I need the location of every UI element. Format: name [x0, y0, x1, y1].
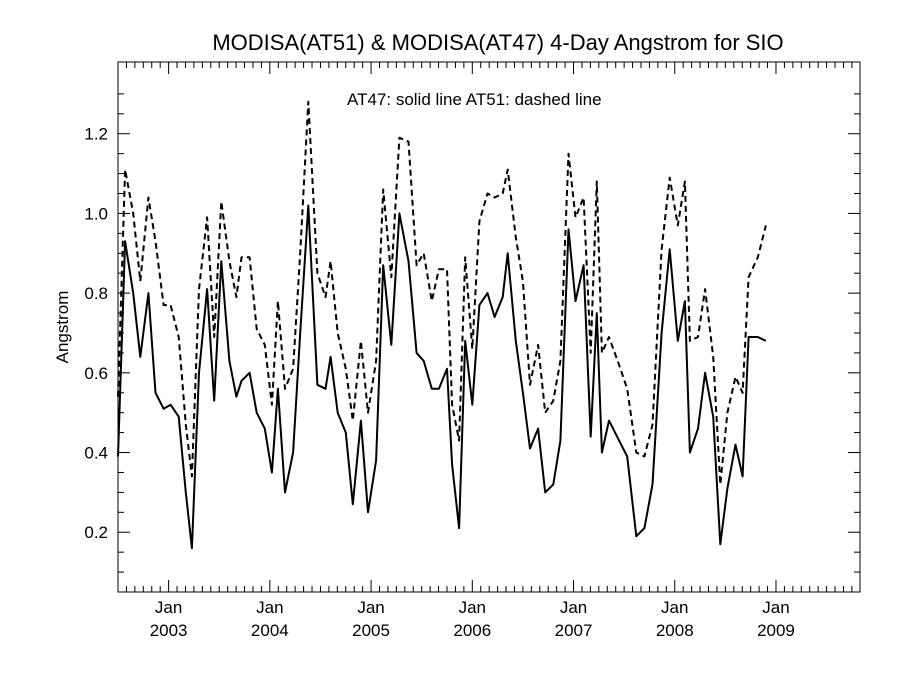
x-tick-month: Jan	[762, 598, 789, 617]
y-tick-label: 0.6	[84, 364, 108, 383]
x-tick-year: 2004	[251, 621, 289, 640]
x-tick-year: 2003	[150, 621, 188, 640]
x-tick-year: 2006	[453, 621, 491, 640]
x-tick-month: Jan	[459, 598, 486, 617]
x-tick-year: 2008	[656, 621, 694, 640]
line-style-annotation: AT47: solid line AT51: dashed line	[347, 90, 602, 109]
data-lines	[117, 100, 767, 550]
series-at47-solid-line	[117, 204, 767, 550]
axis-ticks: 0.2 0.4 0.6 0.8 1.0 1.2 Jan 2003 Jan 2004 Jan 2005 J…	[84, 62, 860, 640]
x-tick-year: 2005	[352, 621, 390, 640]
x-tick-month: Jan	[357, 598, 384, 617]
y-axis-label: Angstrom	[53, 291, 72, 364]
x-tick-year: 2009	[757, 621, 795, 640]
y-tick-label: 1.0	[84, 204, 108, 223]
y-tick-label: 1.2	[84, 125, 108, 144]
x-tick-month: Jan	[560, 598, 587, 617]
series-at51-dashed-line	[117, 100, 767, 486]
x-tick-month: Jan	[256, 598, 283, 617]
chart-title: MODISA(AT51) & MODISA(AT47) 4-Day Angstr…	[212, 30, 783, 55]
y-tick-label: 0.4	[84, 444, 108, 463]
y-tick-label: 0.2	[84, 523, 108, 542]
x-tick-month: Jan	[155, 598, 182, 617]
x-tick-month: Jan	[661, 598, 688, 617]
y-tick-label: 0.8	[84, 284, 108, 303]
x-tick-year: 2007	[555, 621, 593, 640]
plot-frame	[117, 61, 861, 593]
